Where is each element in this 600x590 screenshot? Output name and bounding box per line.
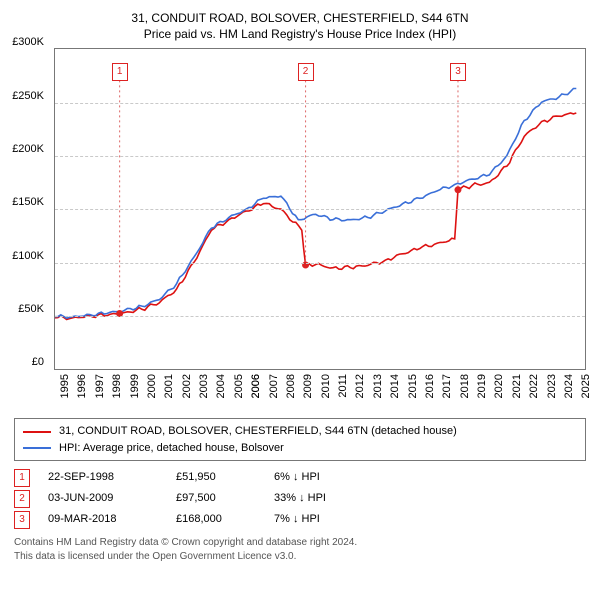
x-tick-label: 2004 — [215, 374, 227, 398]
x-tick-label: 2000 — [146, 374, 158, 398]
chart-container: { "title_line1": "31, CONDUIT ROAD, BOLS… — [0, 0, 600, 590]
x-tick-label: 2012 — [354, 374, 366, 398]
x-tick-label: 2018 — [459, 374, 471, 398]
title-line-2: Price paid vs. HM Land Registry's House … — [14, 26, 586, 42]
footer-line-2: This data is licensed under the Open Gov… — [14, 550, 586, 564]
x-tick-label: 2005 — [233, 374, 245, 398]
x-tick-label: 2017 — [441, 374, 453, 398]
x-tick-label: 1995 — [59, 374, 71, 398]
x-tick-label: 2015 — [407, 374, 419, 398]
gridline — [55, 103, 585, 104]
sale-marker-box: 1 — [112, 63, 128, 81]
y-axis: £0£50K£100K£150K£200K£250K£300K — [14, 42, 54, 364]
sale-price: £97,500 — [176, 488, 256, 509]
x-tick-label: 2006 — [250, 374, 262, 398]
footer-line-1: Contains HM Land Registry data © Crown c… — [14, 536, 586, 550]
y-tick-label: £200K — [12, 143, 44, 155]
sale-marker-box: 3 — [450, 63, 466, 81]
x-tick-label: 2024 — [563, 374, 575, 398]
gridline — [55, 263, 585, 264]
y-tick-label: £250K — [12, 90, 44, 102]
x-axis: 1995 1996 1997 1998 1999 2000 2001 2002 2003 2004… — [55, 370, 585, 416]
x-tick-label: 2019 — [476, 374, 488, 398]
series-price_paid — [55, 113, 576, 320]
legend-row: 31, CONDUIT ROAD, BOLSOVER, CHESTERFIELD… — [23, 423, 577, 440]
sale-date: 09-MAR-2018 — [48, 509, 158, 530]
sale-row: 3 09-MAR-2018 £168,000 7% ↓ HPI — [14, 509, 586, 530]
x-tick-label: 2008 — [285, 374, 297, 398]
sale-price: £168,000 — [176, 509, 256, 530]
x-tick-label: 2010 — [320, 374, 332, 398]
x-tick-label: 2009 — [302, 374, 314, 398]
sale-date: 03-JUN-2009 — [48, 488, 158, 509]
sale-delta: 6% ↓ HPI — [274, 467, 384, 488]
sale-date: 22-SEP-1998 — [48, 467, 158, 488]
x-tick-label: 2001 — [163, 374, 175, 398]
sale-row-marker: 3 — [14, 511, 30, 529]
x-tick-label: 2002 — [181, 374, 193, 398]
y-tick-label: £300K — [12, 36, 44, 48]
x-tick-label: 1997 — [94, 374, 106, 398]
plot-area: 1 2 3 — [54, 48, 586, 370]
x-tick-label: 2023 — [546, 374, 558, 398]
y-tick-label: £100K — [12, 250, 44, 262]
sale-delta: 33% ↓ HPI — [274, 488, 384, 509]
x-tick-label: 2014 — [389, 374, 401, 398]
sale-delta: 7% ↓ HPI — [274, 509, 384, 530]
x-tick-label: 1999 — [129, 374, 141, 398]
y-tick-label: £0 — [32, 356, 44, 368]
legend-label: 31, CONDUIT ROAD, BOLSOVER, CHESTERFIELD… — [59, 423, 457, 440]
x-tick-label: 2016 — [424, 374, 436, 398]
x-tick-label: 2007 — [268, 374, 280, 398]
legend-swatch — [23, 447, 51, 449]
x-tick-label: 2013 — [372, 374, 384, 398]
sale-row-marker: 2 — [14, 490, 30, 508]
sale-row: 1 22-SEP-1998 £51,950 6% ↓ HPI — [14, 467, 586, 488]
legend-swatch — [23, 431, 51, 433]
x-tick-label: 1998 — [111, 374, 123, 398]
x-tick-label: 2021 — [511, 374, 523, 398]
title-line-1: 31, CONDUIT ROAD, BOLSOVER, CHESTERFIELD… — [14, 10, 586, 26]
y-tick-label: £50K — [18, 303, 44, 315]
sale-price: £51,950 — [176, 467, 256, 488]
x-tick-label: 2022 — [528, 374, 540, 398]
x-tick-label: 2025 — [580, 374, 592, 398]
legend-row: HPI: Average price, detached house, Bols… — [23, 440, 577, 457]
footer-attribution: Contains HM Land Registry data © Crown c… — [14, 536, 586, 564]
legend: 31, CONDUIT ROAD, BOLSOVER, CHESTERFIELD… — [14, 418, 586, 461]
gridline — [55, 209, 585, 210]
x-tick-label: 1996 — [76, 374, 88, 398]
sale-row-marker: 1 — [14, 469, 30, 487]
sales-table: 1 22-SEP-1998 £51,950 6% ↓ HPI 2 03-JUN-2009 £… — [14, 467, 586, 530]
x-tick-label: 2003 — [198, 374, 210, 398]
sale-dot — [454, 187, 461, 194]
chart-title: 31, CONDUIT ROAD, BOLSOVER, CHESTERFIELD… — [14, 10, 586, 42]
series-hpi — [55, 89, 576, 319]
y-tick-label: £150K — [12, 196, 44, 208]
x-tick-label: 2020 — [493, 374, 505, 398]
sale-marker-box: 2 — [298, 63, 314, 81]
x-tick-label: 2011 — [337, 374, 349, 398]
gridline — [55, 156, 585, 157]
gridline — [55, 316, 585, 317]
sale-row: 2 03-JUN-2009 £97,500 33% ↓ HPI — [14, 488, 586, 509]
legend-label: HPI: Average price, detached house, Bols… — [59, 440, 284, 457]
